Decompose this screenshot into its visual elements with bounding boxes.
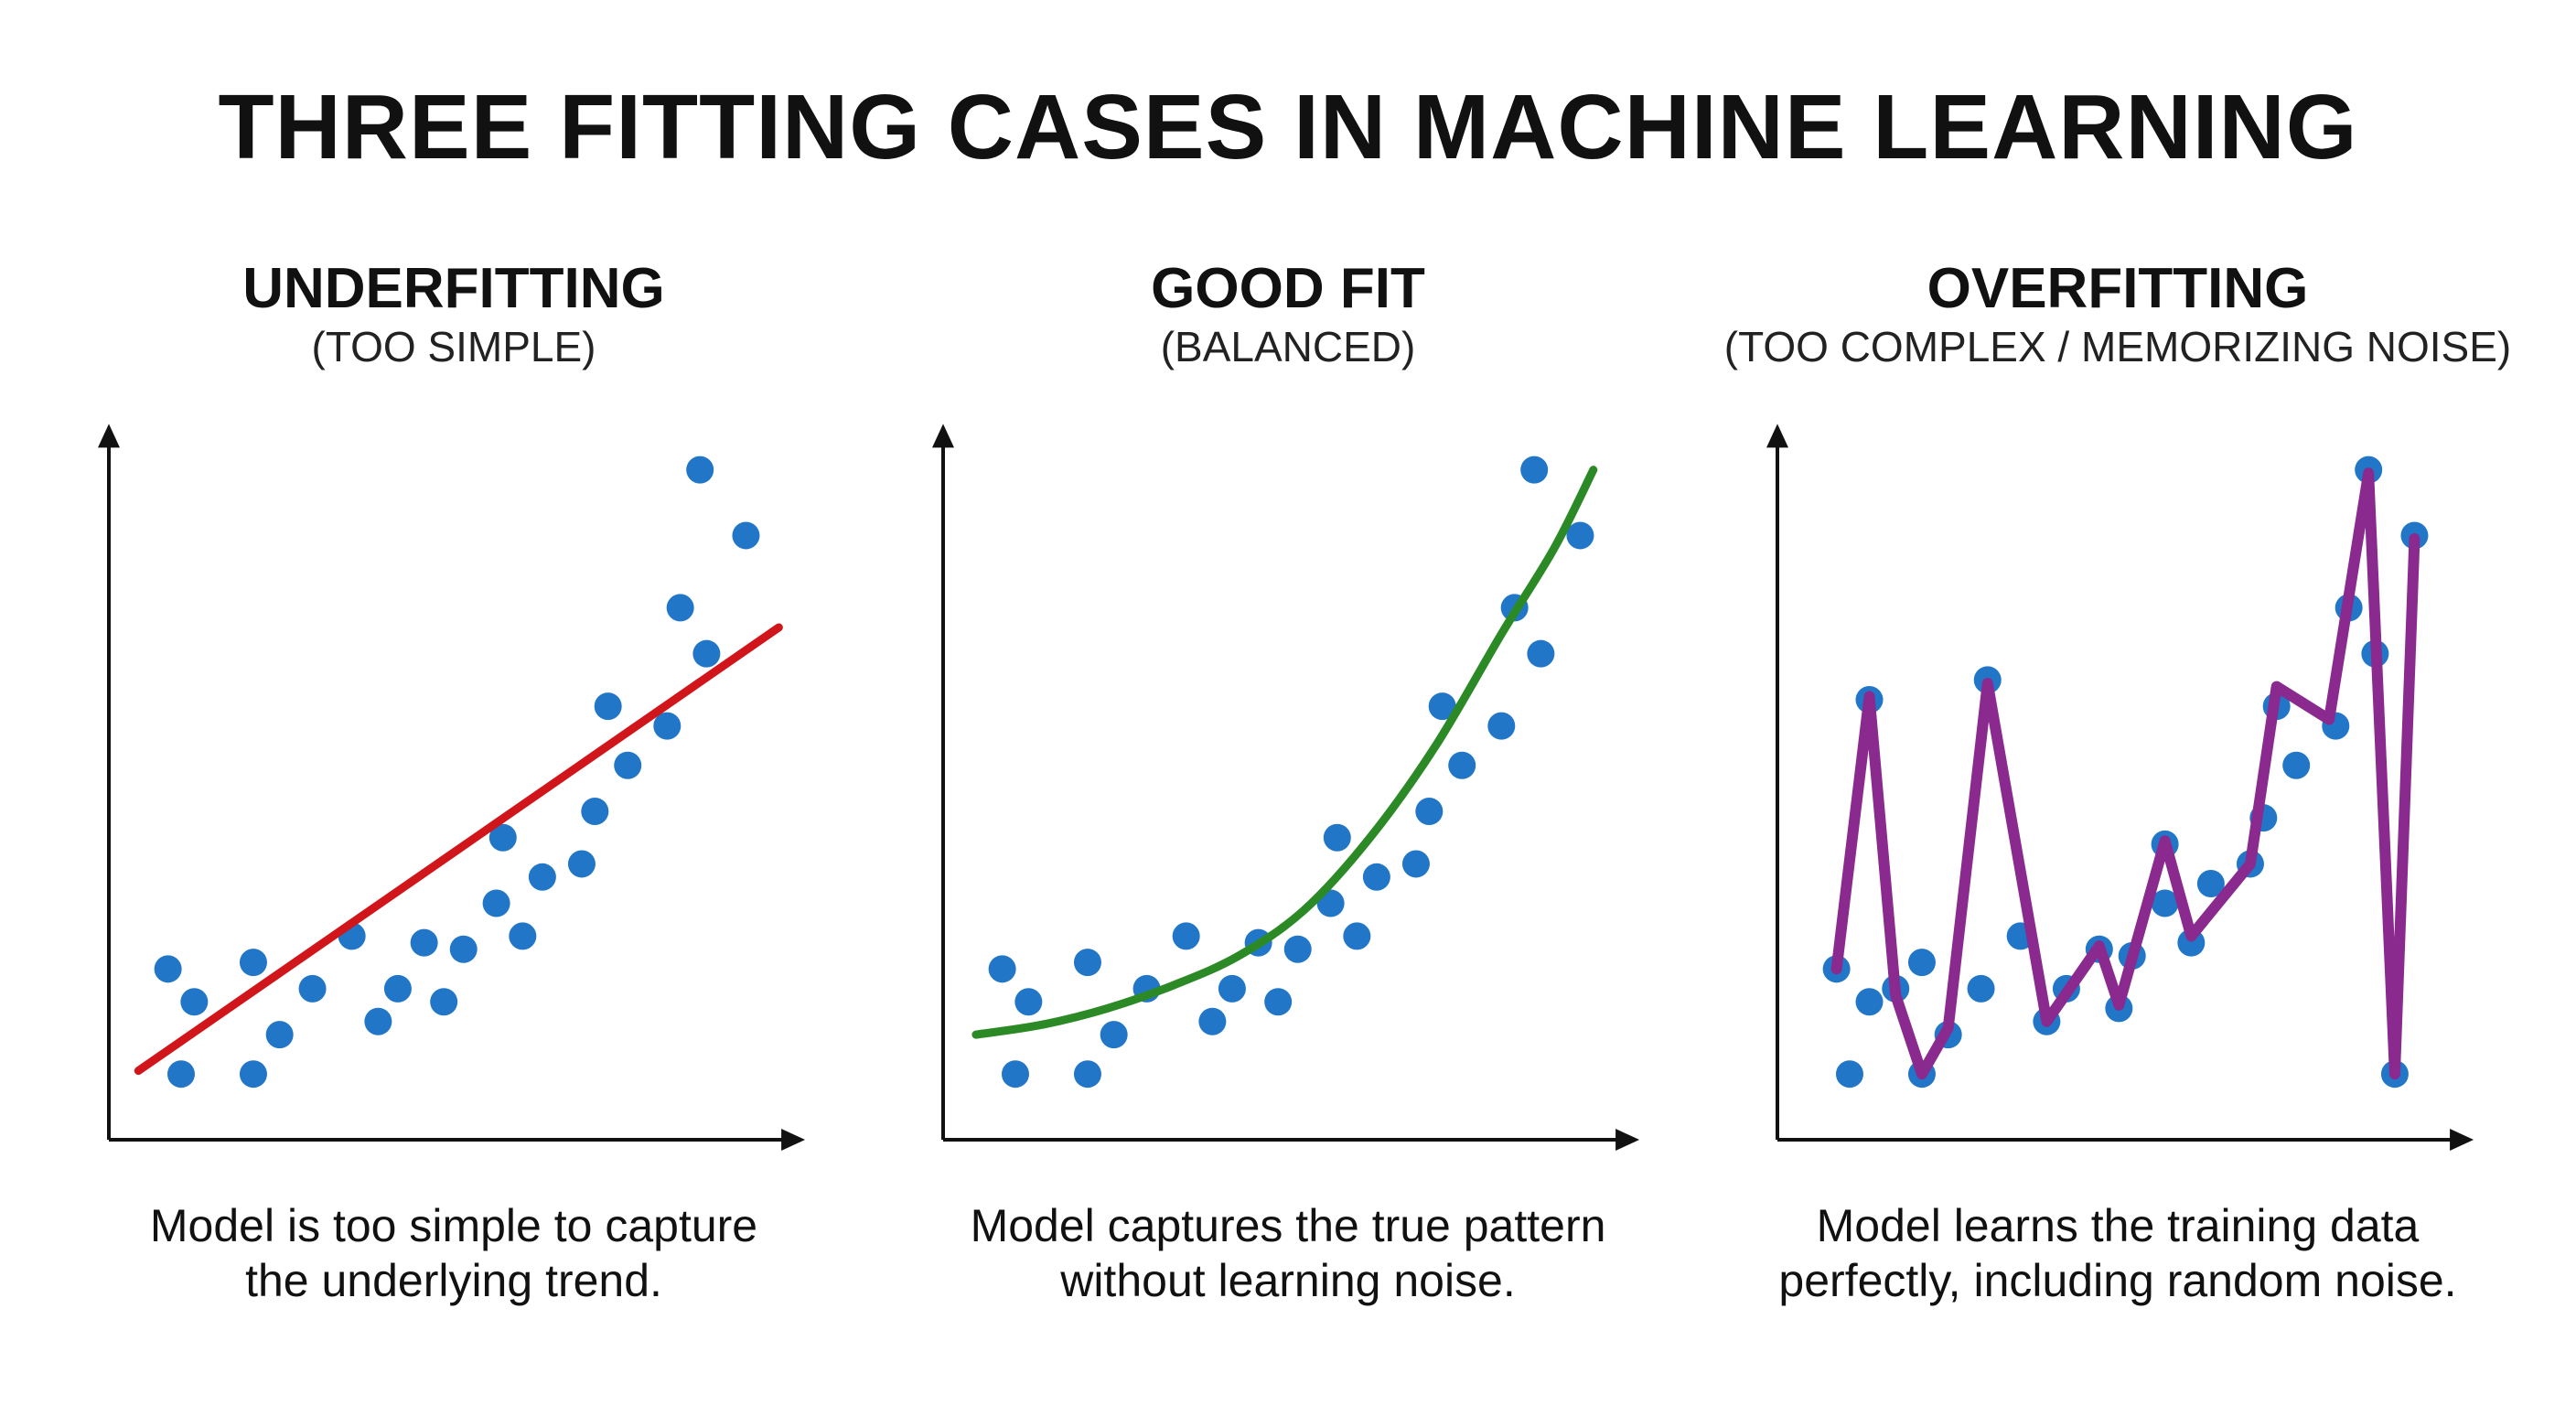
data-point — [1073, 949, 1101, 977]
data-point — [653, 712, 682, 740]
fit-line-underfitting — [134, 623, 783, 1076]
caption-good-fit: Model captures the true pattern without … — [876, 1198, 1700, 1308]
data-point — [2196, 869, 2225, 897]
data-point — [1100, 1021, 1128, 1049]
data-point — [1172, 922, 1200, 950]
data-point — [581, 798, 609, 825]
caption-line: Model captures the true pattern — [970, 1200, 1606, 1251]
fit-line-good-fit — [971, 466, 1598, 1039]
data-point — [686, 456, 714, 484]
data-point — [692, 639, 721, 668]
data-point — [180, 988, 209, 1016]
data-point — [1448, 751, 1476, 779]
data-point — [383, 974, 412, 1003]
data-point — [1283, 935, 1312, 963]
data-point — [449, 935, 478, 963]
data-point — [1343, 922, 1371, 950]
data-point — [1198, 1007, 1227, 1035]
data-point — [488, 823, 517, 852]
data-point — [2282, 751, 2311, 779]
y-axis-arrow-icon — [1766, 424, 1788, 448]
main-title: THREE FITTING CASES IN MACHINE LEARNING — [218, 76, 2358, 178]
data-point — [1401, 850, 1430, 878]
caption-line: without learning noise. — [1060, 1255, 1516, 1306]
data-point — [1323, 823, 1351, 852]
data-point — [410, 928, 438, 957]
data-point — [594, 692, 622, 721]
caption-line: the underlying trend. — [245, 1255, 662, 1306]
data-point — [265, 1021, 294, 1049]
data-point — [430, 988, 458, 1016]
data-point — [1566, 521, 1594, 550]
data-point — [2151, 889, 2179, 917]
data-point — [1415, 798, 1444, 825]
data-point — [528, 863, 556, 891]
caption-line: Model learns the training data — [1816, 1200, 2420, 1251]
data-point — [567, 850, 596, 878]
data-point — [666, 594, 694, 622]
data-point — [1527, 639, 1555, 668]
data-point — [732, 521, 760, 550]
data-point — [1362, 863, 1390, 891]
x-axis-arrow-icon — [2450, 1129, 2474, 1151]
y-axis-arrow-icon — [932, 424, 954, 448]
data-point — [509, 922, 537, 950]
panel-title-good-fit: GOOD FIT — [1151, 257, 1425, 320]
data-point — [154, 955, 182, 983]
data-point — [1073, 1060, 1101, 1089]
data-point — [1264, 988, 1293, 1016]
x-axis-arrow-icon — [1615, 1129, 1640, 1151]
data-point — [298, 974, 327, 1003]
data-point — [1520, 456, 1549, 484]
caption-line: perfectly, including random noise. — [1778, 1255, 2457, 1306]
x-axis-arrow-icon — [781, 1129, 806, 1151]
panel-subtitle-good-fit: (BALANCED) — [1160, 323, 1416, 370]
data-point — [364, 1007, 392, 1035]
caption-overfitting: Model learns the training data perfectly… — [1706, 1198, 2529, 1308]
data-point — [1907, 949, 1936, 977]
data-point — [1014, 988, 1043, 1016]
panel-subtitle-underfitting: (TOO SIMPLE) — [311, 323, 596, 370]
data-point — [1218, 974, 1246, 1003]
panel-title-underfitting: UNDERFITTING — [242, 257, 665, 320]
data-point — [239, 949, 267, 977]
data-point — [614, 751, 642, 779]
y-axis-arrow-icon — [98, 424, 120, 448]
fit-line-overfitting — [1830, 467, 2420, 1080]
data-point — [1428, 692, 1456, 721]
data-point — [1967, 974, 1995, 1003]
data-point — [1835, 1060, 1863, 1089]
data-point — [482, 889, 510, 917]
data-point — [166, 1060, 195, 1089]
panel-title-overfitting: OVERFITTING — [1927, 257, 2309, 320]
panel-subtitle-overfitting: (TOO COMPLEX / MEMORIZING NOISE) — [1723, 323, 2512, 370]
data-point — [239, 1060, 267, 1089]
data-point — [1001, 1060, 1029, 1089]
data-point — [1855, 988, 1884, 1016]
caption-line: Model is too simple to capture — [149, 1200, 758, 1251]
data-point — [988, 955, 1016, 983]
data-point — [1487, 712, 1516, 740]
caption-underfitting: Model is too simple to capture the under… — [42, 1198, 865, 1308]
